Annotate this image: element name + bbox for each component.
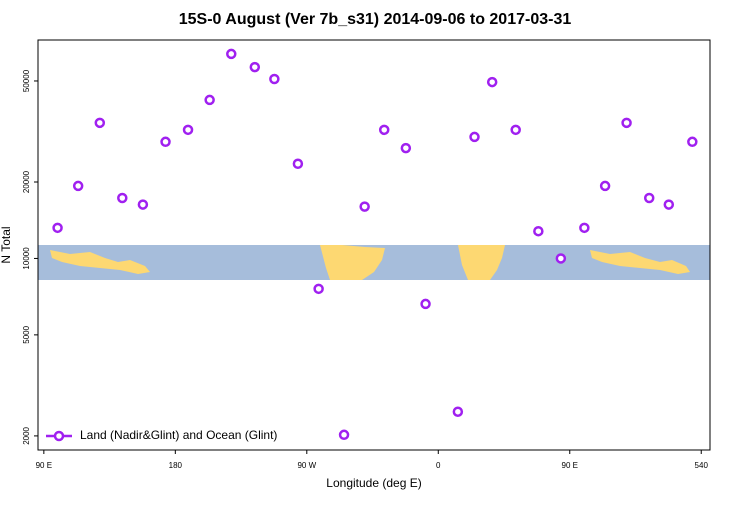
x-tick-label: 0: [436, 461, 441, 470]
point: [420, 298, 431, 310]
point: [378, 124, 390, 136]
point: [400, 142, 412, 154]
x-tick-label: 90 E: [36, 461, 52, 470]
point: [269, 73, 280, 85]
point: [313, 283, 324, 295]
point: [52, 222, 63, 234]
x-tick-label: 540: [695, 461, 709, 470]
legend-label: Land (Nadir&Glint) and Ocean (Glint): [80, 428, 277, 442]
y-tick-label: 2000: [22, 426, 31, 444]
point: [117, 192, 128, 204]
land: [50, 245, 690, 280]
legend-marker: [53, 430, 65, 442]
point: [338, 429, 350, 441]
point: [599, 180, 611, 192]
point: [160, 136, 171, 148]
point: [182, 124, 194, 136]
point: [643, 192, 655, 204]
point: [94, 117, 106, 129]
y-axis-title: N Total: [0, 226, 13, 263]
point: [359, 201, 370, 212]
point: [510, 124, 521, 136]
x-tick-label: 180: [169, 461, 183, 470]
point: [452, 406, 464, 417]
point: [469, 131, 480, 143]
x-tick-label: 90 E: [562, 461, 578, 470]
x-tick-label: 90 W: [297, 461, 316, 470]
point: [249, 61, 261, 73]
point: [292, 158, 304, 170]
y-tick-label: 20000: [22, 170, 31, 193]
chart-title: 15S-0 August (Ver 7b_s31) 2014-09-06 to …: [179, 11, 572, 28]
y-tick-label: 5000: [22, 325, 31, 343]
point: [579, 222, 590, 234]
point: [486, 76, 498, 88]
point: [621, 117, 632, 129]
point: [555, 253, 567, 264]
point: [204, 94, 215, 106]
point: [533, 225, 544, 237]
y-tick-label: 10000: [22, 247, 31, 270]
point: [663, 199, 675, 210]
y-tick-label: 50000: [22, 69, 31, 92]
point: [137, 199, 149, 210]
plot-frame: [37, 39, 711, 451]
point: [72, 180, 84, 192]
point: [687, 136, 698, 148]
x-axis-title: Longitude (deg E): [326, 476, 421, 490]
point: [226, 48, 237, 60]
